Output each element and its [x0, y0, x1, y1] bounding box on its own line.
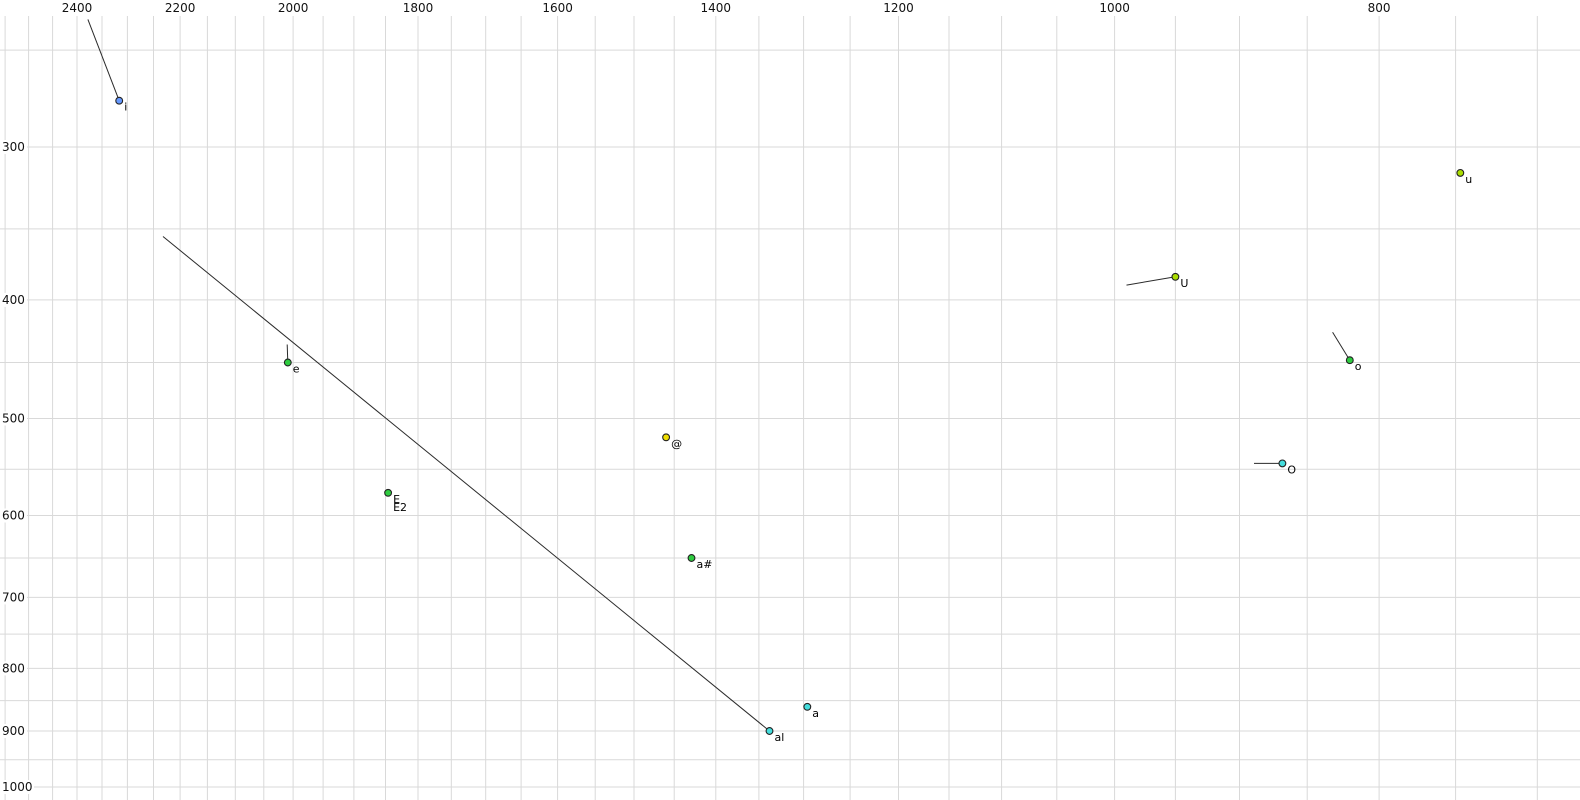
x-tick-label: 2400 — [62, 1, 93, 15]
y-tick-label: 300 — [2, 140, 25, 154]
x-tick-label: 1200 — [883, 1, 914, 15]
x-tick-label: 800 — [1368, 1, 1391, 15]
y-tick-label-bg — [0, 508, 27, 523]
vowel-point-al — [765, 727, 774, 735]
x-tick-label: 1000 — [1099, 1, 1130, 15]
x-tick-label: 2000 — [278, 1, 309, 15]
vowel-point-U — [1171, 272, 1180, 281]
y-tick-label: 400 — [2, 293, 25, 307]
vowel-label-a#: a# — [697, 558, 713, 571]
y-tick-label: 900 — [2, 724, 25, 738]
y-tick-label: 1000 — [2, 780, 33, 794]
y-tick-label-bg — [0, 411, 27, 426]
vowel-label-O: O — [1287, 463, 1296, 476]
x-tick-label: 1600 — [542, 1, 573, 15]
trajectory-line-i — [87, 19, 120, 101]
y-tick-label-bg — [0, 724, 27, 738]
y-tick-label: 800 — [2, 661, 25, 675]
y-tick-label: 700 — [2, 590, 25, 604]
vowel-label-E2: E2 — [393, 501, 407, 514]
vowel-point-i — [115, 96, 124, 105]
vowel-label-e: e — [293, 363, 300, 376]
x-tick-label: 1400 — [701, 1, 732, 15]
y-tick-label-bg — [0, 780, 34, 794]
vowel-point-a# — [687, 554, 696, 562]
y-tick-label-bg — [0, 292, 27, 307]
y-tick-label: 600 — [2, 509, 25, 523]
vowel-point-@ — [662, 433, 671, 442]
vowel-label-a: a — [812, 707, 819, 720]
y-tick-label-bg — [0, 661, 27, 676]
vowel-label-U: U — [1180, 277, 1188, 290]
vowel-label-i: i — [124, 101, 127, 114]
vowel-label-@: @ — [671, 437, 682, 450]
y-tick-label-bg — [0, 140, 27, 154]
vowel-point-a — [803, 702, 812, 711]
x-tick-label: 2200 — [165, 1, 196, 15]
vowel-point-e — [283, 358, 292, 367]
vowel-label-u: u — [1465, 173, 1472, 186]
vowel-point-O — [1278, 459, 1287, 468]
vowel-label-E: E — [393, 493, 400, 506]
vowel-point-E — [384, 488, 393, 497]
vowel-point-o — [1345, 356, 1354, 365]
vowel-point-u — [1456, 168, 1465, 177]
trajectory-line-al — [162, 236, 770, 732]
y-tick-label: 500 — [2, 412, 25, 426]
x-tick-label: 1800 — [403, 1, 434, 15]
trajectory-line-o — [1332, 331, 1351, 361]
vowel-label-al: al — [775, 731, 785, 744]
vowel-label-o: o — [1355, 360, 1362, 373]
trajectory-line-U — [1126, 276, 1176, 286]
y-tick-label-bg — [0, 590, 27, 605]
